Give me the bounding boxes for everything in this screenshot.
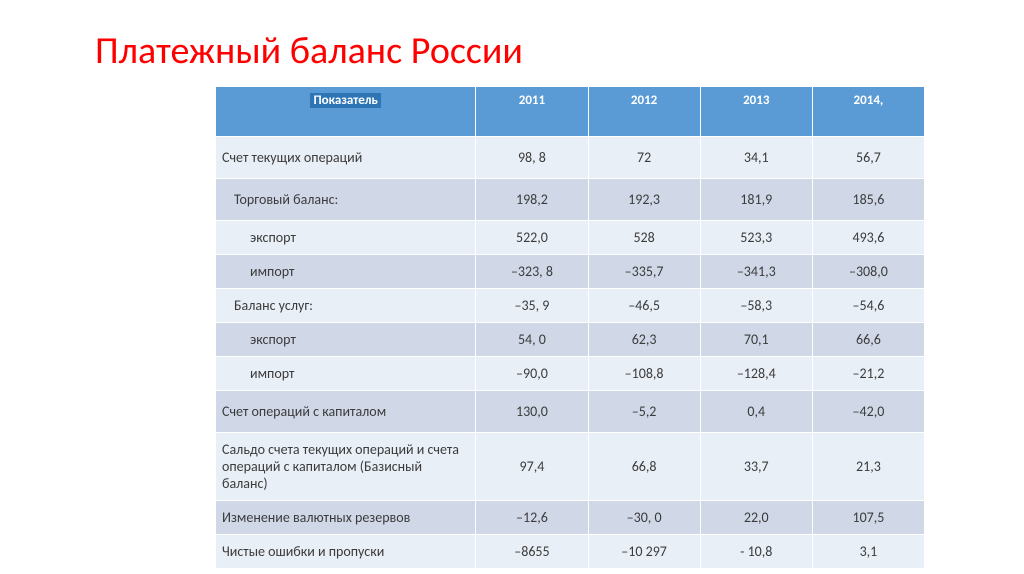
cell-value: –58,3 bbox=[700, 289, 812, 323]
table-row: Торговый баланс:198,2192,3181,9185,6 bbox=[216, 179, 925, 221]
cell-value: –335,7 bbox=[588, 255, 700, 289]
cell-value: –341,3 bbox=[700, 255, 812, 289]
table-row: импорт–323, 8–335,7–341,3–308,0 bbox=[216, 255, 925, 289]
table-body: Счет текущих операций98, 87234,156,7Торг… bbox=[216, 137, 925, 569]
cell-value: 70,1 bbox=[700, 323, 812, 357]
cell-value: 528 bbox=[588, 221, 700, 255]
cell-value: 34,1 bbox=[700, 137, 812, 179]
cell-value: 54, 0 bbox=[476, 323, 588, 357]
cell-value: 72 bbox=[588, 137, 700, 179]
cell-value: 0,4 bbox=[700, 391, 812, 433]
cell-value: 21,3 bbox=[812, 433, 924, 501]
col-header-2014: 2014, bbox=[812, 87, 924, 137]
cell-value: 493,6 bbox=[812, 221, 924, 255]
table-row: Счет операций с капиталом130,0–5,20,4–42… bbox=[216, 391, 925, 433]
table-row: Сальдо счета текущих операций и счета оп… bbox=[216, 433, 925, 501]
table-row: Счет текущих операций98, 87234,156,7 bbox=[216, 137, 925, 179]
row-label: экспорт bbox=[216, 323, 476, 357]
table-row: экспорт54, 062,370,166,6 bbox=[216, 323, 925, 357]
cell-value: –21,2 bbox=[812, 357, 924, 391]
cell-value: 3,1 bbox=[812, 535, 924, 569]
cell-value: 185,6 bbox=[812, 179, 924, 221]
cell-value: 97,4 bbox=[476, 433, 588, 501]
cell-value: –90,0 bbox=[476, 357, 588, 391]
table-row: экспорт522,0528523,3493,6 bbox=[216, 221, 925, 255]
row-label: Торговый баланс: bbox=[216, 179, 476, 221]
cell-value: –128,4 bbox=[700, 357, 812, 391]
slide-title: Платежный баланс России bbox=[0, 0, 1024, 86]
cell-value: 66,8 bbox=[588, 433, 700, 501]
col-header-indicator: Показатель bbox=[216, 87, 476, 137]
table-row: импорт–90,0–108,8–128,4–21,2 bbox=[216, 357, 925, 391]
cell-value: - 10,8 bbox=[700, 535, 812, 569]
cell-value: 107,5 bbox=[812, 501, 924, 535]
cell-value: –54,6 bbox=[812, 289, 924, 323]
table-container: Показатель 2011 2012 2013 2014, Счет тек… bbox=[0, 86, 1024, 569]
cell-value: 192,3 bbox=[588, 179, 700, 221]
row-label: импорт bbox=[216, 357, 476, 391]
cell-value: –323, 8 bbox=[476, 255, 588, 289]
row-label: Сальдо счета текущих операций и счета оп… bbox=[216, 433, 476, 501]
cell-value: –108,8 bbox=[588, 357, 700, 391]
row-label: Изменение валютных резервов bbox=[216, 501, 476, 535]
cell-value: –30, 0 bbox=[588, 501, 700, 535]
row-label: Счет операций с капиталом bbox=[216, 391, 476, 433]
table-row: Баланс услуг:–35, 9–46,5–58,3–54,6 bbox=[216, 289, 925, 323]
cell-value: 33,7 bbox=[700, 433, 812, 501]
cell-value: –12,6 bbox=[476, 501, 588, 535]
cell-value: 522,0 bbox=[476, 221, 588, 255]
cell-value: –35, 9 bbox=[476, 289, 588, 323]
cell-value: 181,9 bbox=[700, 179, 812, 221]
row-label: Чистые ошибки и пропуски bbox=[216, 535, 476, 569]
cell-value: –46,5 bbox=[588, 289, 700, 323]
cell-value: 22,0 bbox=[700, 501, 812, 535]
cell-value: 62,3 bbox=[588, 323, 700, 357]
col-header-2012: 2012 bbox=[588, 87, 700, 137]
table-header-row: Показатель 2011 2012 2013 2014, bbox=[216, 87, 925, 137]
cell-value: 98, 8 bbox=[476, 137, 588, 179]
cell-value: –5,2 bbox=[588, 391, 700, 433]
col-header-indicator-label: Показатель bbox=[310, 93, 380, 108]
cell-value: 66,6 bbox=[812, 323, 924, 357]
cell-value: 198,2 bbox=[476, 179, 588, 221]
row-label: Счет текущих операций bbox=[216, 137, 476, 179]
cell-value: 56,7 bbox=[812, 137, 924, 179]
row-label: экспорт bbox=[216, 221, 476, 255]
cell-value: –42,0 bbox=[812, 391, 924, 433]
balance-table: Показатель 2011 2012 2013 2014, Счет тек… bbox=[215, 86, 925, 569]
cell-value: –8655 bbox=[476, 535, 588, 569]
cell-value: –10 297 bbox=[588, 535, 700, 569]
cell-value: –308,0 bbox=[812, 255, 924, 289]
table-row: Изменение валютных резервов–12,6–30, 022… bbox=[216, 501, 925, 535]
col-header-2013: 2013 bbox=[700, 87, 812, 137]
col-header-2011: 2011 bbox=[476, 87, 588, 137]
row-label: Баланс услуг: bbox=[216, 289, 476, 323]
table-row: Чистые ошибки и пропуски–8655–10 297- 10… bbox=[216, 535, 925, 569]
cell-value: 130,0 bbox=[476, 391, 588, 433]
cell-value: 523,3 bbox=[700, 221, 812, 255]
row-label: импорт bbox=[216, 255, 476, 289]
